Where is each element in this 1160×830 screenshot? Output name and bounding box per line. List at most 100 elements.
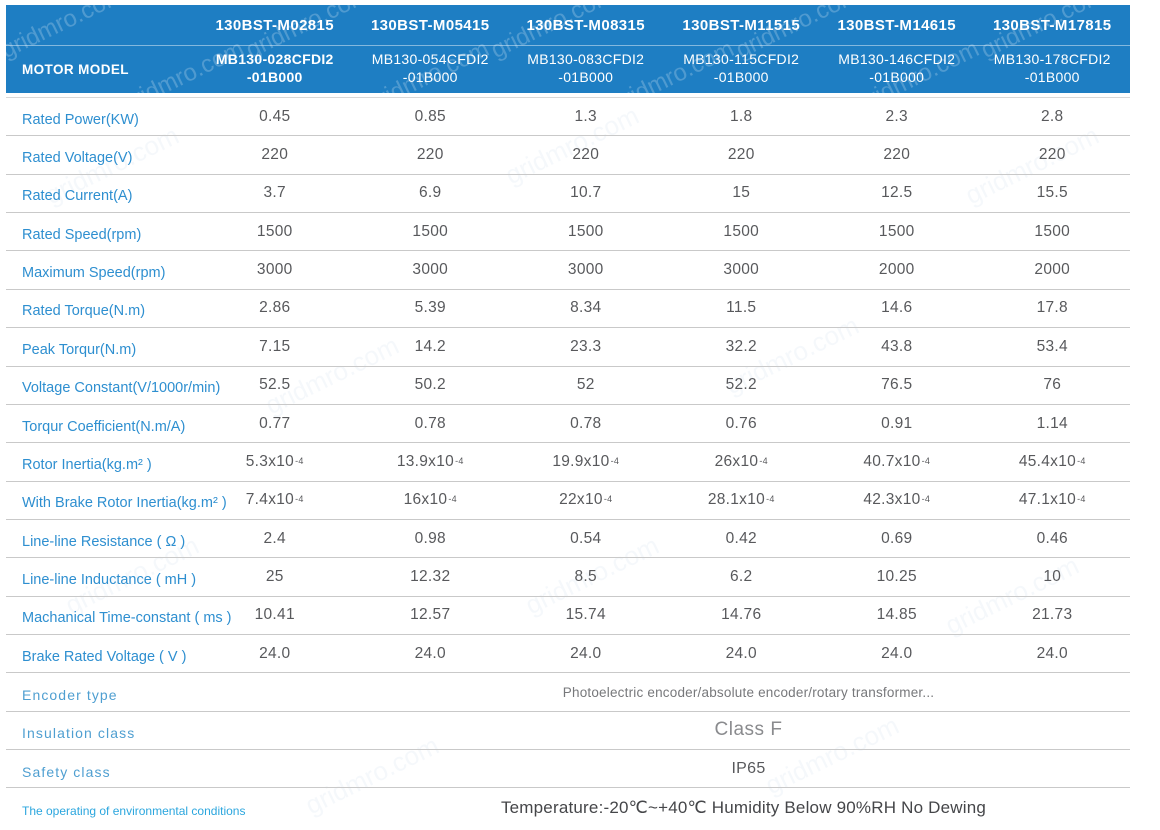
value-cell: 28.1x10 -4: [707, 491, 775, 509]
value-cell: 23.3: [570, 337, 602, 355]
row-label: Rated Current(A): [22, 188, 133, 205]
model-part-number: MB130-146CFDI2 -01B000: [819, 45, 975, 93]
exponent: -4: [921, 494, 931, 505]
value-cell: 0.91: [881, 414, 913, 432]
header-column: 130BST-M11515 MB130-115CFDI2 -01B000: [664, 5, 820, 93]
part-number-line2: -01B000: [246, 69, 303, 85]
value-cell: 40.7x10 -4: [863, 452, 931, 470]
row-label: The operating of environmental condition…: [22, 803, 246, 818]
value-cell: 3000: [567, 261, 604, 279]
header-column: 130BST-M05415 MB130-054CFDI2 -01B000: [353, 5, 509, 93]
model-part-number: MB130-054CFDI2 -01B000: [353, 45, 509, 93]
table-body: Rated Power(KW) 0.45 0.85 1.3 1.8 2.3 2.8 Rated…: [6, 97, 1130, 827]
value-cell: 0.45: [259, 107, 291, 125]
value-cell: 1500: [723, 222, 760, 240]
value-cell: 3000: [723, 261, 760, 279]
value-cell: 7.15: [259, 337, 291, 355]
value-cell: 76: [1043, 376, 1062, 394]
table-row: Rotor Inertia(kg.m² ) 5.3x10 -4 13.9x10 -4 19…: [6, 443, 1130, 482]
table-row: With Brake Rotor Inertia(kg.m² ) 7.4x10 -4…: [6, 482, 1130, 520]
value-cell: 24.0: [259, 644, 291, 662]
exponent: -4: [448, 494, 457, 505]
model-part-number: MB130-028CFDI2 -01B000: [197, 45, 353, 93]
value-cell: 220: [416, 146, 444, 164]
value-cell: 14.6: [881, 299, 913, 317]
value-cell: 1500: [256, 222, 293, 240]
value-cell: 2000: [878, 261, 915, 279]
value-cell: 24.0: [570, 644, 602, 662]
table-header: gridmro.com gridmro.com gridmro.com gridmro…: [6, 5, 1130, 93]
value-cell: 22x10 -4: [559, 491, 613, 509]
value-cell: 0.85: [414, 107, 446, 125]
value-cell: 1500: [412, 222, 449, 240]
value-cell: 14.85: [876, 606, 917, 624]
value-cell: 220: [1038, 146, 1066, 164]
table-row: Safety class IP65: [6, 750, 1130, 789]
value-cell: 8.5: [574, 567, 597, 585]
value-cell: 2.86: [259, 299, 291, 317]
table-row: Rated Speed(rpm) 1500 1500 1500 1500 1500 1500: [6, 213, 1130, 252]
value-cell: 12.5: [881, 184, 913, 202]
value-cell: 76.5: [881, 376, 913, 394]
value-cell: 43.8: [881, 337, 913, 355]
value-cell: 0.54: [570, 529, 602, 547]
header-column: 130BST-M17815 MB130-178CFDI2 -01B000: [975, 5, 1131, 93]
model-series-name: 130BST-M02815: [215, 16, 335, 34]
model-series-name: 130BST-M14615: [837, 16, 957, 34]
header-row-divider: [6, 45, 1130, 46]
value-cell: 26x10 -4: [714, 452, 768, 470]
value-cell: 14.76: [721, 606, 762, 624]
table-row: Brake Rated Voltage ( V ) 24.0 24.0 24.0 24.…: [6, 635, 1130, 674]
value-cell: 2.8: [1041, 107, 1064, 125]
value-cell: 2.3: [885, 107, 908, 125]
table-row: Rated Torque(N.m) 2.86 5.39 8.34 11.5 14.6 17.…: [6, 290, 1130, 329]
model-part-number: MB130-178CFDI2 -01B000: [975, 45, 1131, 93]
value-cell: 5.3x10 -4: [245, 452, 304, 470]
row-label: Brake Rated Voltage ( V ): [22, 648, 187, 665]
value-cell: 11.5: [726, 299, 757, 317]
value-cell: 220: [883, 146, 911, 164]
value-cell: 10.41: [254, 606, 295, 624]
value-cell: 12.57: [410, 606, 451, 624]
row-label: Torqur Coefficient(N.m/A): [22, 418, 186, 435]
exponent: -4: [295, 494, 304, 505]
header-column: 130BST-M08315 MB130-083CFDI2 -01B000: [508, 5, 664, 93]
value-cell: 2000: [1034, 261, 1071, 279]
value-cell: 17.8: [1036, 299, 1068, 317]
row-label: Rated Voltage(V): [22, 150, 133, 167]
value-cell: 8.34: [570, 299, 602, 317]
value-cell: 15.74: [565, 606, 606, 624]
table-row: Torqur Coefficient(N.m/A) 0.77 0.78 0.78 0.7…: [6, 405, 1130, 444]
value-cell: 52.2: [725, 376, 757, 394]
value-cell: 0.42: [725, 529, 757, 547]
table-row: Rated Current(A) 3.7 6.9 10.7 15 12.5 15.5: [6, 175, 1130, 214]
model-series-name: 130BST-M11515: [682, 16, 801, 34]
header-column: 130BST-M02815 MB130-028CFDI2 -01B000: [197, 5, 353, 93]
value-cell: 3000: [256, 261, 293, 279]
row-label: Maximum Speed(rpm): [22, 265, 166, 282]
value-cell: 0.77: [259, 414, 291, 432]
table-row: Rated Voltage(V) 220 220 220 220 220 220: [6, 136, 1130, 175]
row-label: Encoder type: [22, 687, 118, 704]
table-row: Line-line Resistance ( Ω ) 2.4 0.98 0.54 0.4…: [6, 520, 1130, 559]
value-cell: 42.3x10 -4: [863, 491, 931, 509]
row-label: Peak Torqur(N.m): [22, 341, 137, 358]
span-value-cell: Temperature:-20℃~+40℃ Humidity Below 90%…: [500, 797, 987, 817]
part-number-line1: MB130-146CFDI2: [838, 51, 956, 68]
exponent: -4: [610, 455, 620, 466]
row-label: Line-line Inductance ( mH ): [22, 571, 197, 588]
table-row: Encoder type Photoelectric encoder/absolu…: [6, 673, 1130, 712]
exponent: -4: [766, 494, 775, 505]
part-number-line2: -01B000: [558, 69, 614, 85]
value-cell: 1500: [1034, 222, 1071, 240]
value-cell: 1.8: [730, 107, 753, 125]
row-label: Safety class: [22, 763, 111, 780]
model-series-name: 130BST-M05415: [370, 16, 490, 34]
row-label: Rated Speed(rpm): [22, 226, 142, 243]
value-cell: 15.5: [1036, 184, 1068, 202]
part-number-line2: -01B000: [402, 69, 458, 85]
value-cell: 6.2: [730, 567, 753, 585]
row-label: Voltage Constant(V/1000r/min): [22, 380, 221, 397]
exponent: -4: [759, 455, 768, 466]
